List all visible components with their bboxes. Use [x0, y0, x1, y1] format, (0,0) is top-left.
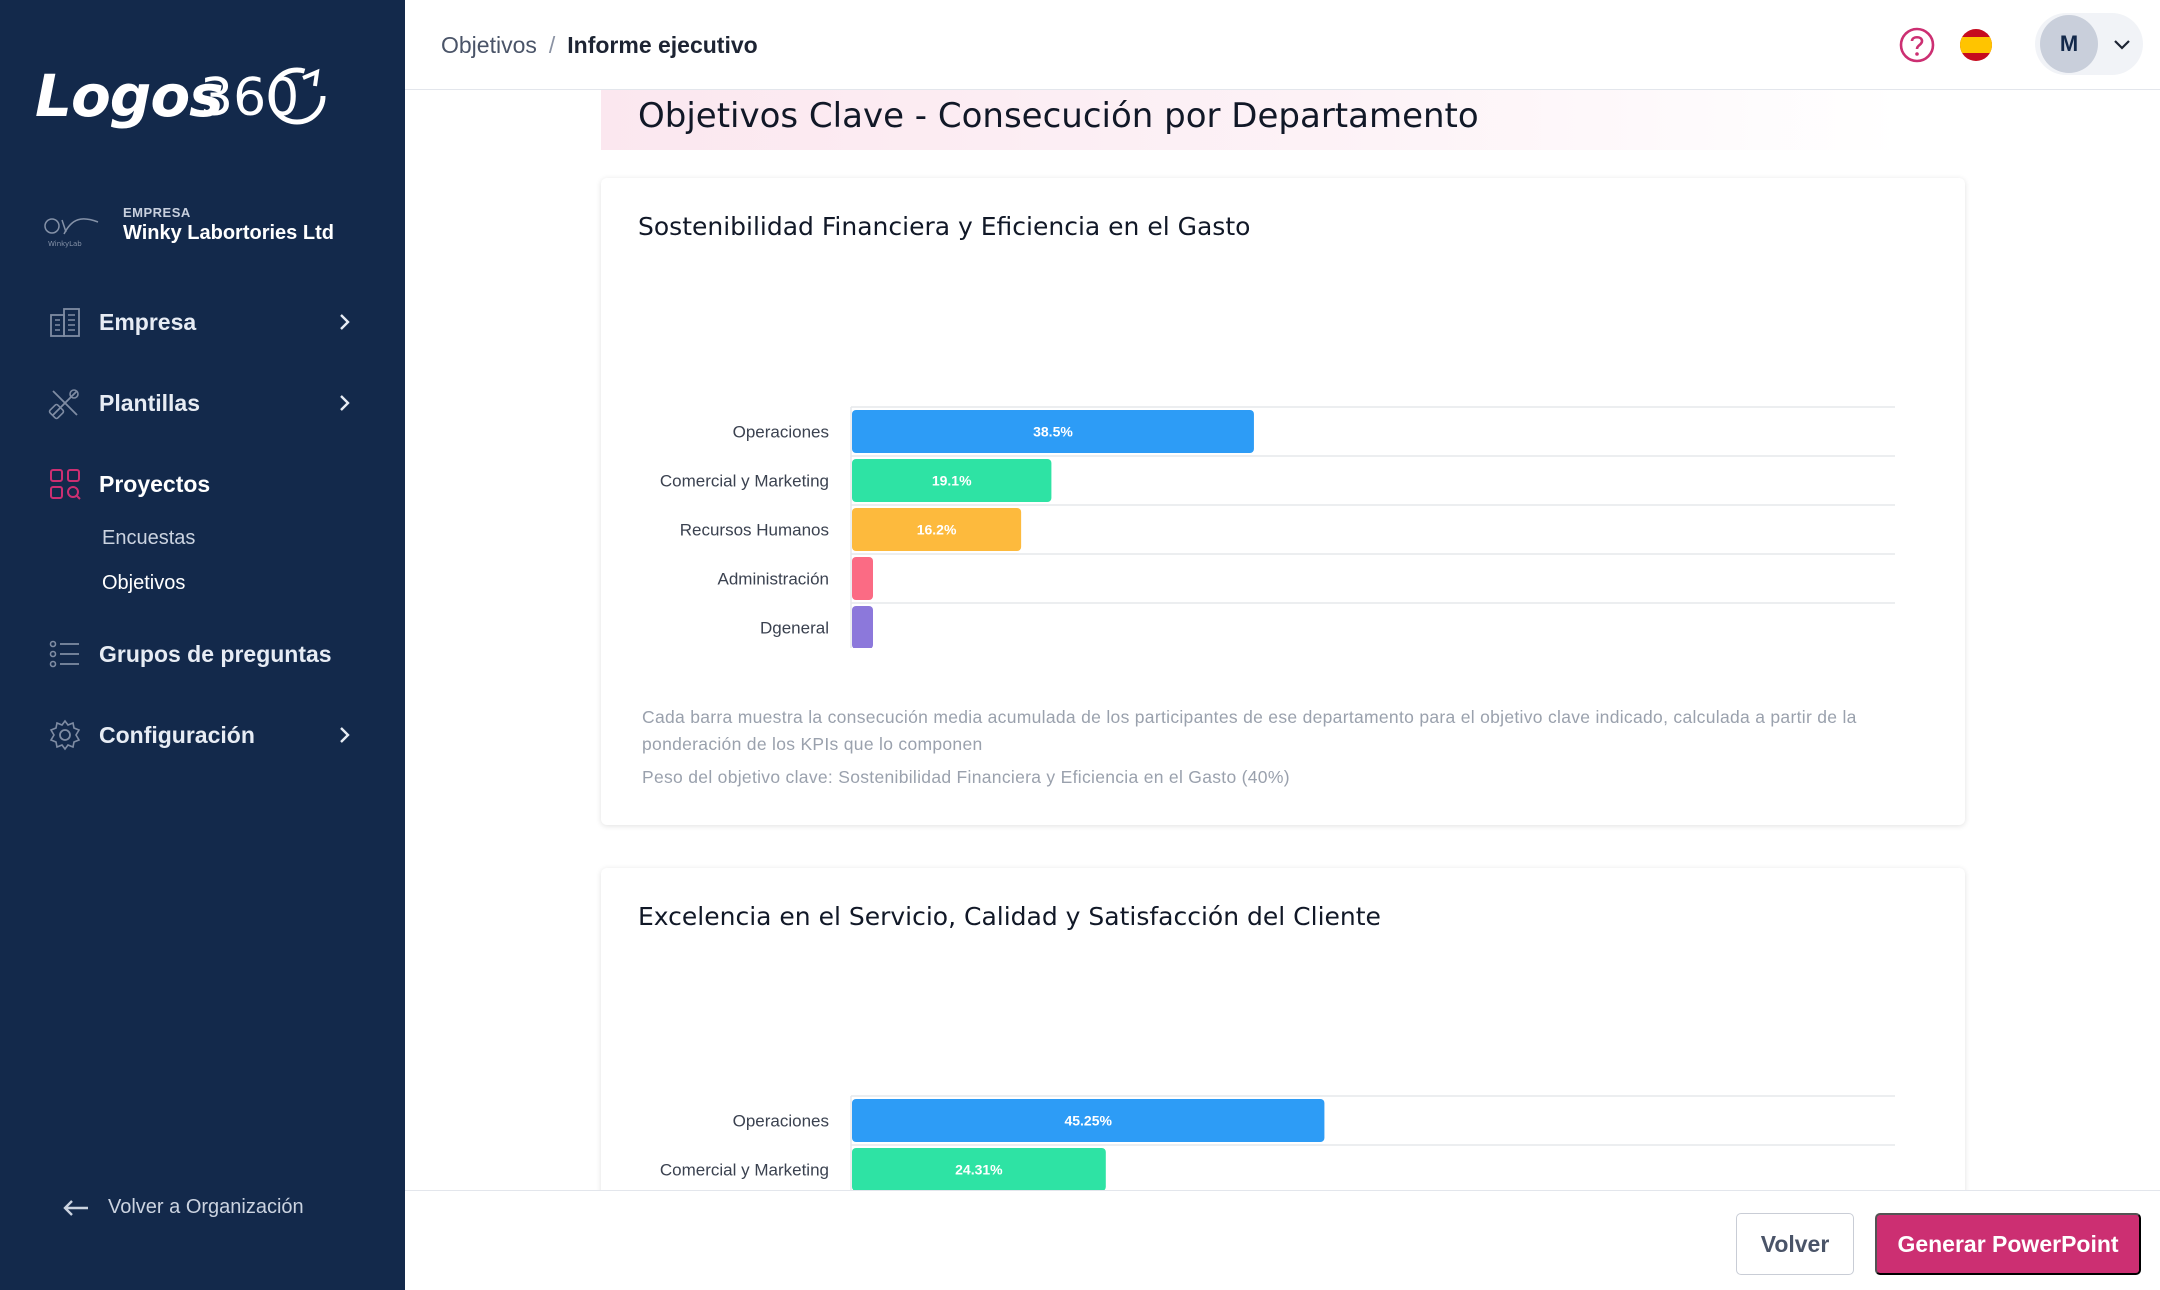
- company-selector[interactable]: WinkyLab EMPRESA Winky Labortories Ltd: [42, 200, 382, 260]
- building-icon: [50, 308, 80, 337]
- category-label: Administración: [718, 570, 830, 589]
- sidebar-item-label: Grupos de preguntas: [99, 640, 332, 667]
- sidebar-item-grupos[interactable]: Grupos de preguntas: [48, 632, 378, 676]
- data-label: 38.5%: [1033, 424, 1073, 440]
- sidebar-item-label: Empresa: [99, 308, 197, 335]
- sidebar-item-configuracion[interactable]: Configuración: [48, 713, 378, 757]
- category-label: Comercial y Marketing: [660, 1161, 829, 1180]
- data-label: 16.2%: [917, 522, 957, 538]
- sidebar-subitem-encuestas[interactable]: Encuestas: [102, 527, 196, 549]
- data-label: 24.31%: [955, 1162, 1003, 1178]
- bottom-bar: Volver Generar PowerPoint: [405, 1190, 2160, 1290]
- bar-2: [852, 1148, 1106, 1190]
- gear-icon: [49, 719, 81, 751]
- breadcrumb-current: Informe ejecutivo: [567, 32, 758, 58]
- category-label: Comercial y Marketing: [660, 472, 829, 491]
- company-logo-icon: WinkyLab: [44, 218, 99, 248]
- logo-text: Logos: [35, 62, 224, 130]
- chart-title: Excelencia en el Servicio, Calidad y Sat…: [638, 902, 1381, 931]
- sidebar-item-plantillas[interactable]: Plantillas: [48, 381, 378, 425]
- top-bar: Objetivos / Informe ejecutivo M: [405, 0, 2160, 90]
- chevron-right-icon: [340, 314, 350, 330]
- bar-3: [852, 508, 1022, 551]
- bar-1: [852, 410, 1254, 453]
- company-logo-text: WinkyLab: [48, 240, 82, 248]
- category-label: Operaciones: [733, 1112, 829, 1131]
- chart-note: Cada barra muestra la consecución media …: [642, 707, 1857, 754]
- logo[interactable]: Logos 360: [35, 62, 326, 142]
- chevron-right-icon: [340, 395, 350, 411]
- sidebar-item-proyectos[interactable]: Proyectos: [48, 462, 378, 506]
- grid-icon: [50, 469, 81, 500]
- sidebar-item-label: Plantillas: [99, 389, 200, 416]
- avatar: M: [2040, 15, 2098, 73]
- sidebar-subitem-objetivos[interactable]: Objetivos: [102, 572, 186, 594]
- bar-chart-1: Operaciones 38.5% Comercial y Marketing 19.…: [660, 406, 1895, 648]
- sidebar-item-empresa[interactable]: Empresa: [48, 300, 378, 344]
- company-name: Winky Labortories Ltd: [123, 222, 334, 244]
- breadcrumb: Objetivos / Informe ejecutivo: [441, 32, 758, 59]
- generate-powerpoint-button[interactable]: Generar PowerPoint: [1875, 1213, 2141, 1275]
- chevron-right-icon: [340, 727, 350, 743]
- section-title: Objetivos Clave - Consecución por Depart…: [638, 96, 1479, 136]
- chart-weight-note: Peso del objetivo clave: Sostenibilidad …: [642, 767, 1290, 787]
- breadcrumb-separator: /: [548, 32, 556, 58]
- back-to-organization-label: Volver a Organización: [108, 1196, 304, 1218]
- bar-2: [852, 459, 1052, 502]
- sidebar: Logos 360 WinkyLab EMPRESA Winky Laborto…: [0, 0, 405, 1290]
- bar-chart-2: Operaciones 45.25% Comercial y Marketing 24…: [660, 1095, 1895, 1190]
- arrow-left-icon: [63, 1199, 88, 1216]
- data-label: 19.1%: [932, 473, 972, 489]
- chart-title: Sostenibilidad Financiera y Eficiencia e…: [638, 212, 1251, 241]
- company-kicker: EMPRESA: [123, 205, 191, 220]
- logo-ring-icon: [268, 67, 326, 125]
- list-icon: [49, 640, 79, 668]
- section-banner: [601, 90, 1901, 150]
- bar-5: [852, 606, 873, 648]
- bar-4: [852, 557, 873, 600]
- category-label: Dgeneral: [760, 619, 829, 638]
- breadcrumb-objetivos[interactable]: Objetivos: [441, 32, 537, 58]
- chart-card-2: Excelencia en el Servicio, Calidad y Sat…: [601, 868, 1965, 1190]
- chart-card-1: Sostenibilidad Financiera y Eficiencia e…: [601, 178, 1965, 825]
- help-icon[interactable]: [1898, 26, 1936, 64]
- sidebar-item-label: Configuración: [99, 721, 255, 748]
- sidebar-item-label: Proyectos: [99, 470, 211, 497]
- back-button[interactable]: Volver: [1736, 1213, 1854, 1275]
- spain-flag-icon[interactable]: [1960, 29, 1992, 61]
- chevron-down-icon: [2114, 40, 2130, 50]
- user-menu[interactable]: M: [2035, 13, 2143, 75]
- back-to-organization-link[interactable]: Volver a Organización: [62, 1196, 304, 1219]
- data-label: 45.25%: [1064, 1113, 1112, 1129]
- category-label: Operaciones: [733, 423, 829, 442]
- main-content: Objetivos Clave - Consecución por Depart…: [405, 90, 2160, 1190]
- category-label: Recursos Humanos: [680, 521, 829, 540]
- bar-1: [852, 1099, 1325, 1142]
- tools-icon: [48, 389, 79, 420]
